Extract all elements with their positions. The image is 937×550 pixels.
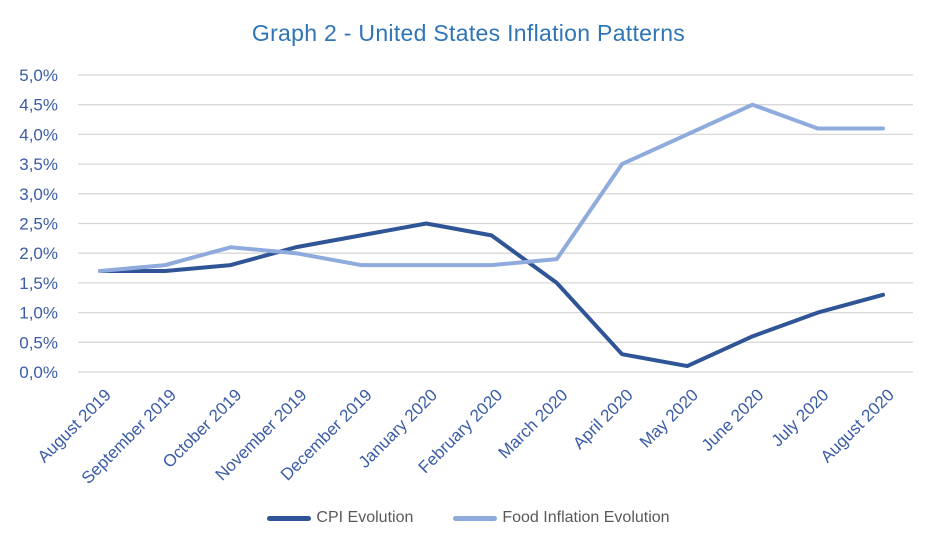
x-tick-label: July 2020 <box>768 385 833 450</box>
y-tick-label: 3,5% <box>19 155 58 174</box>
legend: CPI Evolution Food Inflation Evolution <box>0 509 937 527</box>
cpi-evolution-line <box>98 221 885 369</box>
x-tick-label: April 2020 <box>569 385 637 453</box>
y-tick-label: 4,5% <box>19 96 58 115</box>
chart-title: Graph 2 - United States Inflation Patter… <box>251 20 686 46</box>
legend-label-cpi: CPI Evolution <box>316 509 414 526</box>
y-tick-label: 5,0% <box>19 66 58 85</box>
y-tick-label: 2,0% <box>19 244 58 263</box>
y-tick-label: 0,0% <box>19 363 58 382</box>
y-tick-label: 1,5% <box>19 274 58 293</box>
cpi-line-swatch <box>267 515 312 521</box>
y-tick-label: 0,5% <box>19 333 58 352</box>
legend-label-food: Food Inflation Evolution <box>502 509 670 526</box>
x-tick-label: June 2020 <box>698 385 768 455</box>
y-tick-label: 4,0% <box>19 125 58 144</box>
x-tick-label: May 2020 <box>636 385 702 451</box>
y-tick-label: 1,0% <box>19 304 58 323</box>
legend-item-food: Food Inflation Evolution <box>453 509 670 527</box>
y-tick-label: 3,0% <box>19 185 58 204</box>
food-line-swatch <box>453 515 498 521</box>
x-tick-label: March 2020 <box>495 385 572 462</box>
y-tick-label: 2,5% <box>19 215 58 234</box>
food-inflation-evolution-line <box>98 102 885 274</box>
legend-item-cpi: CPI Evolution <box>267 509 413 527</box>
